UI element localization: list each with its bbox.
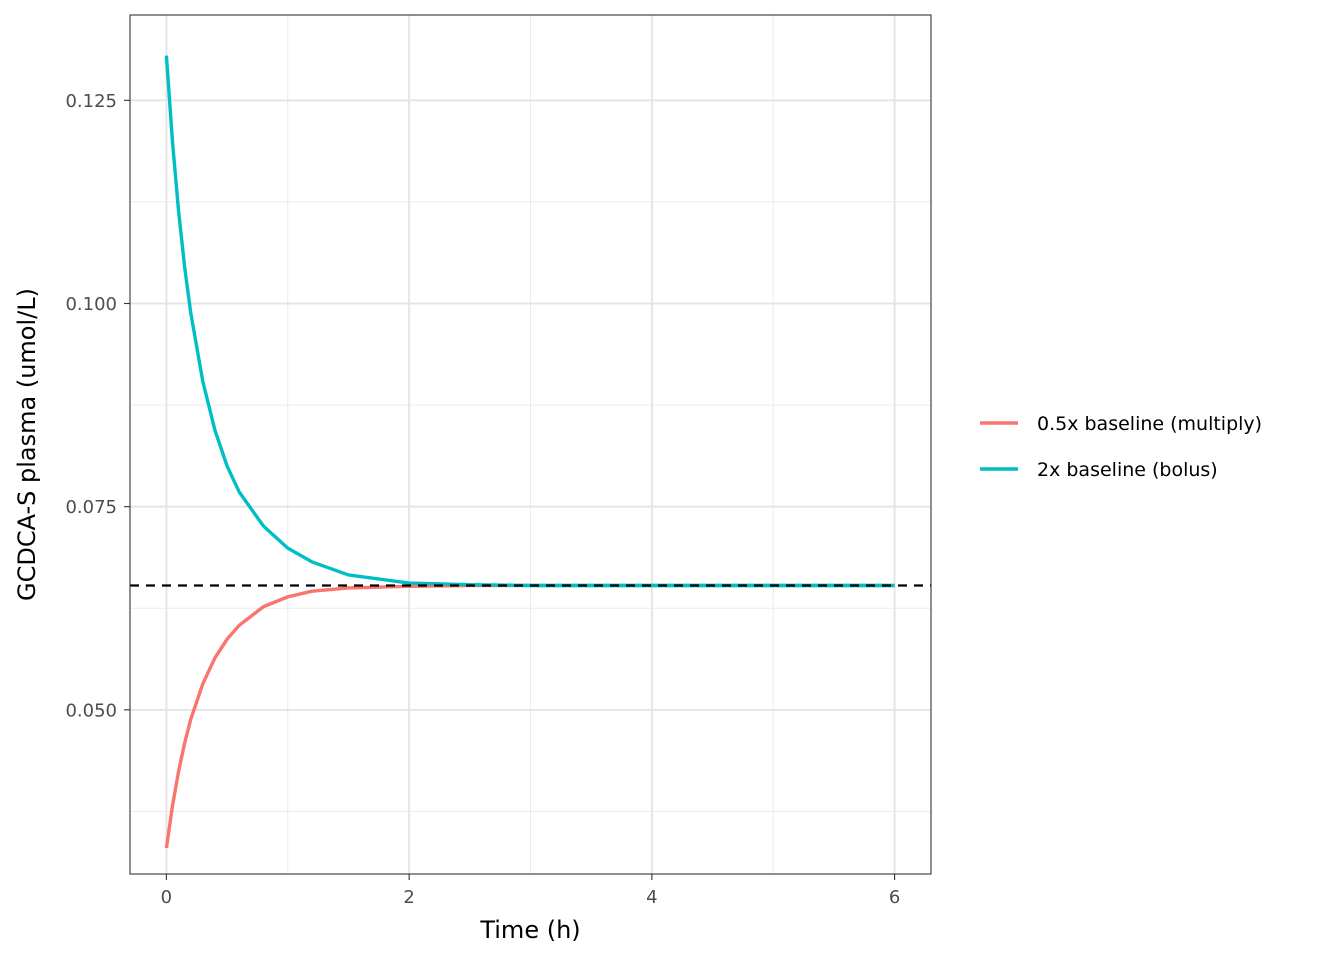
x-tick-label: 0 (161, 887, 172, 908)
y-axis-title: GCDCA-S plasma (umol/L) (13, 288, 41, 601)
y-tick-label: 0.100 (65, 294, 117, 315)
legend-label-0: 0.5x baseline (multiply) (1037, 413, 1262, 435)
y-tick-label: 0.075 (65, 497, 117, 518)
minor-gridlines (130, 15, 931, 874)
y-tick-label: 0.125 (65, 91, 117, 112)
x-axis: 0 2 4 6 (161, 874, 900, 908)
y-tick-label: 0.050 (65, 700, 117, 721)
panel-border (129, 14, 932, 875)
legend: 0.5x baseline (multiply) 2x baseline (bol… (980, 413, 1262, 481)
x-tick-label: 6 (889, 887, 900, 908)
legend-label-1: 2x baseline (bolus) (1037, 459, 1218, 481)
y-axis: 0.050 0.075 0.100 0.125 (65, 91, 130, 721)
major-gridlines (130, 15, 931, 874)
x-axis-title: Time (h) (479, 916, 580, 944)
x-tick-label: 4 (646, 887, 657, 908)
x-tick-label: 2 (403, 887, 414, 908)
